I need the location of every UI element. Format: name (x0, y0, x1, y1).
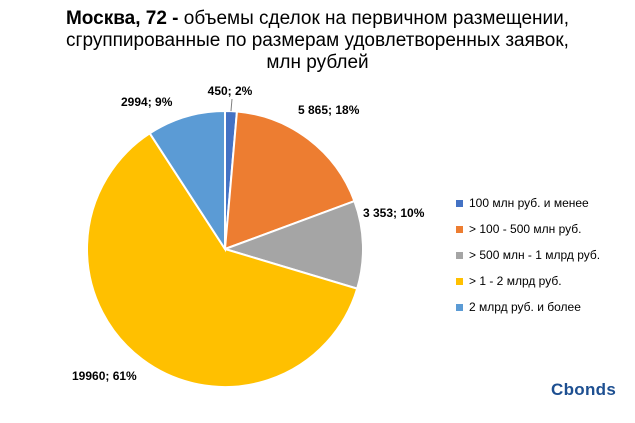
chart-title: Москва, 72 - объемы сделок на первичном … (0, 8, 635, 74)
title-line3: млн рублей (266, 52, 369, 73)
data-label-5: 2994; 9% (121, 95, 173, 109)
pie-slice-2 (223, 110, 356, 251)
pie-slice-3 (221, 199, 364, 290)
legend-label: 100 млн руб. и менее (469, 196, 589, 210)
legend-item-4: > 1 - 2 млрд руб. (456, 268, 600, 294)
legend-item-2: > 100 - 500 млн руб. (456, 216, 600, 242)
pie-slice-4 (86, 131, 359, 388)
legend-label: > 1 - 2 млрд руб. (469, 274, 562, 288)
legend-label: > 100 - 500 млн руб. (469, 222, 582, 236)
leader-line (230, 98, 233, 112)
title-line2: сгруппированные по размерам удовлетворен… (66, 30, 569, 51)
data-label-3: 3 353; 10% (363, 206, 425, 220)
legend-swatch (456, 251, 463, 259)
legend-swatch (456, 225, 463, 233)
chart-legend: 100 млн руб. и менее > 100 - 500 млн руб.… (456, 190, 600, 320)
legend-item-5: 2 млрд руб. и более (456, 294, 600, 320)
cbonds-logo: Cbonds (551, 380, 617, 399)
legend-label: > 500 млн - 1 млрд руб. (469, 248, 601, 262)
data-label-2: 5 865; 18% (298, 103, 360, 117)
pie-slice-5 (148, 109, 226, 253)
legend-swatch (456, 199, 463, 207)
data-label-1: 450; 2% (208, 84, 253, 98)
data-label-4: 19960; 61% (72, 369, 137, 383)
legend-item-3: > 500 млн - 1 млрд руб. (456, 242, 600, 268)
legend-swatch (456, 303, 463, 311)
title-line1: объемы сделок на первичном размещении, (178, 8, 570, 29)
legend-label: 2 млрд руб. и более (469, 300, 581, 314)
legend-swatch (456, 277, 463, 285)
title-bold: Москва, 72 - (65, 8, 179, 29)
legend-item-1: 100 млн руб. и менее (456, 190, 600, 216)
